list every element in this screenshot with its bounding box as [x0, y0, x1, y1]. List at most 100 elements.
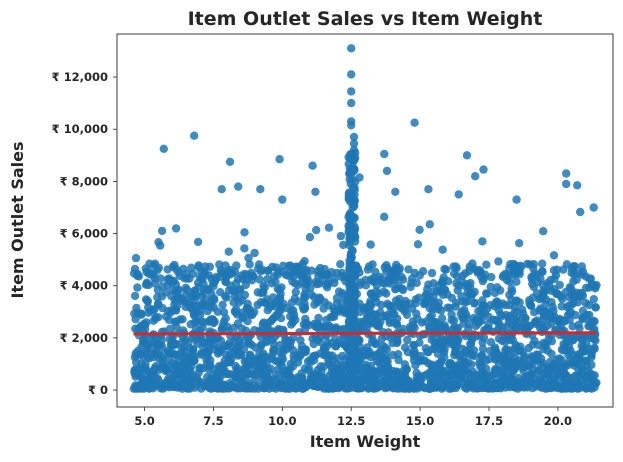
- data-point: [218, 364, 227, 373]
- data-point: [546, 357, 555, 366]
- data-point: [567, 268, 576, 277]
- data-point: [361, 281, 371, 290]
- data-point: [326, 361, 336, 371]
- y-axis-ticks: ₹ 0 ₹ 2,000 ₹ 4,000 ₹ 6,000 ₹ 8,000 ₹ 10,000 ₹…: [52, 70, 117, 397]
- data-point: [234, 368, 244, 378]
- data-point: [283, 366, 293, 376]
- data-point: [253, 367, 262, 376]
- data-point: [191, 324, 201, 333]
- data-point: [346, 214, 355, 224]
- data-point: [307, 266, 316, 275]
- data-point: [294, 297, 303, 306]
- data-point: [317, 381, 326, 391]
- outlier-point: [347, 44, 356, 53]
- data-point: [449, 269, 459, 278]
- data-point: [336, 373, 345, 382]
- data-point: [143, 296, 152, 305]
- data-point: [582, 383, 591, 392]
- data-point: [364, 375, 374, 384]
- data-point: [465, 266, 474, 276]
- data-point: [524, 361, 533, 371]
- data-point: [549, 383, 558, 392]
- outlier-point: [256, 185, 265, 194]
- data-point: [403, 347, 412, 357]
- data-point: [414, 293, 424, 302]
- data-point: [300, 257, 309, 266]
- outlier-point: [190, 131, 199, 140]
- data-point: [388, 350, 397, 360]
- y-tick-label: ₹ 10,000: [52, 122, 108, 136]
- data-point: [350, 164, 359, 174]
- data-point: [172, 369, 181, 379]
- data-point: [449, 262, 458, 271]
- data-point: [568, 383, 578, 393]
- data-point: [592, 280, 601, 290]
- y-tick-label: ₹ 12,000: [52, 70, 108, 84]
- data-point: [548, 303, 557, 312]
- data-point: [303, 357, 313, 366]
- data-point: [213, 307, 223, 316]
- data-point: [501, 301, 510, 310]
- data-point: [538, 259, 547, 268]
- data-point: [156, 274, 165, 283]
- data-point: [415, 225, 424, 234]
- data-point: [501, 363, 510, 373]
- data-point: [142, 279, 152, 288]
- data-point: [293, 351, 302, 360]
- data-point: [294, 380, 303, 390]
- data-point: [493, 299, 503, 309]
- data-point: [536, 293, 545, 303]
- data-point: [409, 356, 419, 365]
- data-point: [482, 356, 491, 365]
- data-point: [570, 371, 580, 381]
- outlier-point: [424, 185, 433, 194]
- data-point: [310, 300, 319, 309]
- data-point: [330, 278, 339, 288]
- outlier-point: [355, 173, 364, 182]
- outlier-point: [225, 157, 235, 166]
- data-point: [499, 271, 508, 280]
- data-point: [165, 324, 175, 333]
- outlier-point: [311, 187, 320, 196]
- data-point: [185, 274, 194, 283]
- data-point: [349, 230, 358, 240]
- data-point: [475, 266, 484, 275]
- data-point: [551, 364, 560, 374]
- data-point: [284, 271, 293, 280]
- data-point: [151, 314, 160, 323]
- data-point: [301, 320, 310, 329]
- data-point: [158, 303, 167, 313]
- outlier-point: [349, 145, 359, 155]
- data-point: [427, 268, 437, 278]
- data-point: [517, 262, 526, 271]
- data-point: [476, 305, 486, 314]
- y-tick-label: ₹ 4,000: [60, 279, 108, 293]
- y-axis-label: Item Outlet Sales: [8, 141, 27, 298]
- data-point: [435, 320, 445, 330]
- data-point: [260, 283, 269, 292]
- data-point: [141, 349, 150, 358]
- data-point: [506, 374, 515, 383]
- data-point: [309, 352, 318, 361]
- data-point: [133, 325, 143, 334]
- outlier-point: [454, 190, 463, 199]
- data-point: [423, 347, 432, 357]
- data-point: [153, 293, 162, 302]
- data-point: [350, 237, 360, 246]
- data-point: [398, 275, 408, 284]
- data-point: [429, 292, 438, 301]
- outlier-point: [573, 181, 582, 190]
- data-point: [366, 289, 376, 298]
- outlier-point: [347, 98, 356, 108]
- data-point: [231, 305, 241, 314]
- data-point: [384, 373, 393, 382]
- data-point: [137, 384, 146, 393]
- data-point: [284, 261, 294, 270]
- data-point: [446, 360, 455, 369]
- outlier-point: [234, 182, 243, 191]
- data-point: [559, 265, 568, 274]
- data-point: [131, 368, 140, 377]
- data-point: [462, 384, 471, 393]
- data-point: [224, 247, 233, 256]
- data-point: [245, 260, 254, 269]
